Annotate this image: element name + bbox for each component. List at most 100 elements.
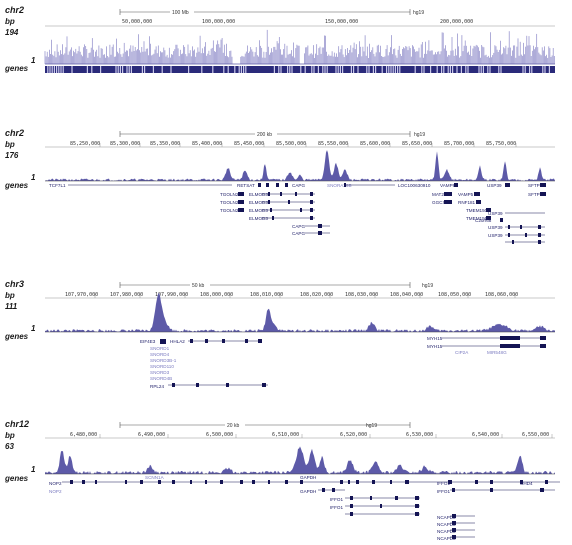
panel-2: chr2 bp 176 1 genes 200 kb hg19 85,250,0… (4, 128, 555, 244)
chrom-label: chr12 (5, 419, 29, 429)
tick-label: 6,500,000 (206, 432, 233, 438)
tick-label: 6,490,000 (138, 432, 165, 438)
gene-track: TCF7L1 RETSAT CAPG SNORA36B LOC100630910… (49, 183, 546, 244)
genes-label: genes (4, 474, 29, 483)
min-value: 1 (31, 173, 36, 182)
gene-label: ELMOD3 (249, 200, 268, 205)
min-value: 1 (31, 324, 36, 333)
gene-label: NCAPD2 (437, 522, 456, 527)
bp-label: bp (5, 431, 15, 440)
tick-label: 108,020,000 (300, 292, 333, 298)
gene-label: SCNN1A (145, 475, 165, 480)
gene-label: IFFO1 (330, 497, 343, 502)
gene-label: SNORD3 (150, 370, 170, 375)
gene-label: NCAPD2 (437, 536, 456, 541)
gene-label: ELMOD3 (249, 208, 268, 213)
min-value: 1 (31, 56, 36, 65)
gene-label: ELMOD3 (249, 192, 268, 197)
gene-label: LOC100630910 (398, 183, 431, 188)
gene-label: TMEM150A (466, 216, 491, 221)
tick-label: 6,480,000 (70, 432, 97, 438)
gene-label: NCAPD2 (437, 515, 456, 520)
tick-label: 85,450,000 (234, 141, 264, 147)
gene-label: NOP2 (49, 489, 62, 494)
chrom-label: chr2 (5, 128, 24, 138)
gene-label: SNORA36B (327, 183, 352, 188)
scale-text: 100 Mb (172, 10, 189, 16)
gene-label: CHD4 (520, 481, 533, 486)
gene-label: SNORD110 (150, 364, 174, 369)
gene-label: SNORD1 (150, 346, 170, 351)
tick-label: 108,010,000 (250, 292, 283, 298)
gene-label: SFTPB (528, 192, 543, 197)
tick-label: 85,600,000 (360, 141, 390, 147)
tick-label: 6,510,000 (272, 432, 299, 438)
tick-label: 107,990,000 (155, 292, 188, 298)
gene-label: CIP2A (455, 350, 469, 355)
tick-label: 108,050,000 (438, 292, 471, 298)
gene-label: CAPG (292, 224, 305, 229)
gene-label: GAPDH (300, 489, 316, 494)
tick-label: 85,250,000 (70, 141, 100, 147)
gene-label: C2orf68 (475, 218, 492, 223)
scale-text: 50 kb (192, 283, 204, 289)
gene-label: EIF4E3 (140, 339, 156, 344)
panel-3: chr3 bp 111 1 genes 50 kb hg19 107,970,0… (4, 279, 555, 389)
gene-label: TGOLN2 (220, 192, 239, 197)
gene-label: HHLA2 (170, 339, 185, 344)
gene-label: RETSAT (237, 183, 255, 188)
gene-label: USP39 (488, 211, 503, 216)
max-value: 111 (5, 302, 18, 311)
ruler: 50,000,000 100,000,000 150,000,000 200,0… (45, 19, 555, 27)
panel-4: chr12 bp 63 1 genes 20 kb hg19 6,480,000… (4, 419, 560, 541)
tick-label: 85,650,000 (402, 141, 432, 147)
tick-label: 85,300,000 (110, 141, 140, 147)
bp-label: bp (5, 140, 15, 149)
tick-label: 108,000,000 (200, 292, 233, 298)
assembly-label: hg19 (366, 423, 377, 429)
gene-label: IFFO1 (437, 489, 450, 494)
gene-label: MYH15 (427, 344, 443, 349)
scale-bar: 20 kb hg19 (119, 421, 411, 429)
max-value: 194 (5, 28, 19, 37)
ruler: 6,480,000 6,490,000 6,500,000 6,510,000 6,52… (45, 432, 555, 439)
tick-label: 6,530,000 (406, 432, 433, 438)
genes-label: genes (4, 64, 29, 73)
tick-label: 100,000,000 (202, 19, 235, 25)
bp-label: bp (5, 291, 15, 300)
gene-label: USP39 (488, 225, 503, 230)
chrom-label: chr2 (5, 5, 24, 15)
tick-label: 107,980,000 (110, 292, 143, 298)
genes-label: genes (4, 332, 29, 341)
gene-label: RNF181 (458, 200, 476, 205)
gene-track: NOP2 SCNN1A GAPDH IFFO1 CHD4 GAPDH IFFO1… (49, 475, 560, 541)
tick-label: 6,540,000 (472, 432, 499, 438)
scale-text: 200 kb (257, 132, 272, 138)
gene-label: CAPG (292, 231, 305, 236)
signal-track (45, 292, 555, 333)
max-value: 176 (5, 151, 19, 160)
scale-text: 20 kb (227, 423, 239, 429)
tick-label: 85,750,000 (486, 141, 516, 147)
gene-label: SNORD3B-1 (150, 358, 177, 363)
gene-label: TMEM150A (466, 208, 491, 213)
gene-label: NCAPD2 (437, 529, 456, 534)
ruler: 107,970,000 107,980,000 107,990,000 108,000… (45, 292, 555, 299)
tick-label: 6,550,000 (522, 432, 549, 438)
gene-label: TGOLN2 (220, 200, 239, 205)
scale-bar: 50 kb hg19 (119, 281, 433, 289)
gene-label: USP39 (487, 183, 502, 188)
tick-label: 107,970,000 (65, 292, 98, 298)
signal-track (45, 446, 555, 475)
gene-label: SNORD4B (150, 376, 172, 381)
max-value: 63 (5, 442, 14, 451)
gene-label: USP39 (488, 233, 503, 238)
signal-track (44, 29, 555, 65)
gene-label: GGCX (432, 200, 446, 205)
panel-1: chr2 bp 194 1 genes 100 Mb hg19 50,000,0… (4, 5, 555, 73)
tick-label: 150,000,000 (325, 19, 358, 25)
tick-label: 50,000,000 (122, 19, 152, 25)
tick-label: 85,500,000 (276, 141, 306, 147)
tick-label: 85,400,000 (192, 141, 222, 147)
